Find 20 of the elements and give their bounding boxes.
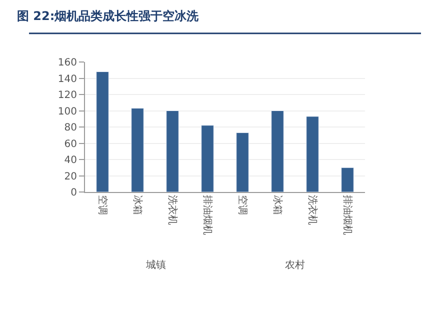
text: 城镇 [145,259,166,271]
y-tick-label: 120 [58,90,77,101]
x-tick-label: 冰箱 [271,195,284,215]
chart-title: 图 22:烟机品类成长性强于空冰洗 [17,9,200,23]
y-tick-label: 100 [58,106,77,118]
x-tick-label: 排油烟机 [201,195,214,235]
x-tick-label: 空调 [236,195,248,215]
x-tick-label: 洗衣机 [166,195,178,225]
y-tick-label: 20 [64,171,77,182]
y-tick-label: 80 [64,122,77,134]
x-tick-label: 排油烟机 [341,195,354,235]
y-tick-label: 60 [64,138,77,150]
text: 农村 [285,259,305,271]
x-tick-label: 洗衣机 [306,195,318,225]
y-tick-label: 140 [58,74,77,85]
y-tick-label: 160 [58,58,77,68]
x-tick-label: 空调 [96,195,108,215]
y-tick-label: 0 [70,188,77,198]
x-tick-label: 冰箱 [131,195,144,215]
y-tick-label: 40 [64,155,77,166]
